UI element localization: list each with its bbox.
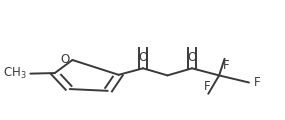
- Text: F: F: [254, 76, 260, 89]
- Text: CH$_3$: CH$_3$: [3, 66, 27, 81]
- Text: O: O: [139, 51, 148, 64]
- Text: F: F: [223, 59, 229, 72]
- Text: F: F: [203, 80, 210, 93]
- Text: O: O: [187, 51, 197, 64]
- Text: O: O: [60, 53, 70, 66]
